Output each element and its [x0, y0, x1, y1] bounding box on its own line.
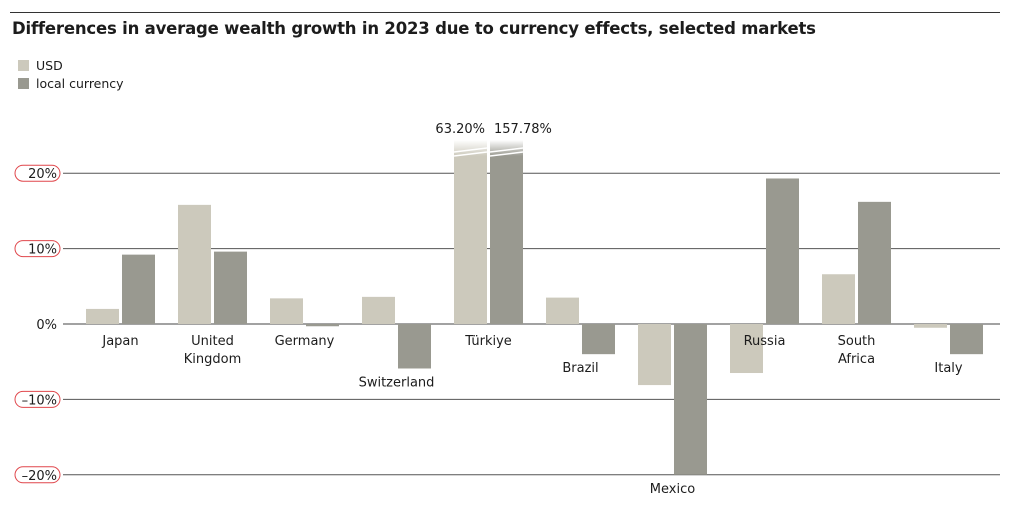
- y-tick-label: –10%: [22, 393, 57, 408]
- bar-value-label: 157.78%: [494, 122, 552, 137]
- bar-break-line: [453, 147, 488, 153]
- bar-usd: [362, 296, 395, 324]
- category-label: Russia: [744, 334, 786, 349]
- bar-break-line: [489, 151, 524, 157]
- bar-local-currency: [674, 324, 707, 475]
- category-label: South: [838, 334, 876, 349]
- category-label: Japan: [101, 334, 138, 349]
- category-label: Africa: [838, 352, 875, 367]
- legend-swatch-local-currency: [18, 78, 29, 89]
- bar-usd: [178, 204, 211, 324]
- tick-label-pill: [14, 240, 61, 258]
- bar-local-currency: [766, 178, 799, 324]
- tick-label-pill: [14, 390, 61, 408]
- legend-swatch-usd: [18, 60, 29, 71]
- y-tick-label: 10%: [28, 243, 57, 258]
- legend-item-usd: USD: [18, 58, 63, 73]
- bar-local-currency: [306, 324, 339, 327]
- y-tick-label: 20%: [28, 167, 57, 182]
- bar-usd: [546, 297, 579, 324]
- bar-break-fade: [454, 140, 487, 156]
- bar-value-label: 63.20%: [435, 122, 485, 137]
- bar-usd: [86, 308, 119, 324]
- chart-title: Differences in average wealth growth in …: [12, 19, 816, 38]
- tick-label-pill: [14, 164, 61, 182]
- bar-local-currency: [398, 324, 431, 369]
- category-label: Türkiye: [464, 334, 512, 349]
- bar-local-currency: [858, 201, 891, 324]
- legend-label-usd: USD: [36, 58, 63, 73]
- bar-local-currency: [950, 324, 983, 355]
- bar-break-fade: [490, 140, 523, 156]
- bar-usd: [822, 274, 855, 324]
- y-tick-label: 0%: [36, 318, 57, 333]
- y-tick-label: –20%: [22, 469, 57, 484]
- bar-local-currency: [214, 251, 247, 324]
- bar-usd: [454, 156, 487, 324]
- legend-label-local-currency: local currency: [36, 76, 124, 91]
- bar-break-line: [489, 147, 524, 153]
- bar-local-currency: [582, 324, 615, 355]
- bar-usd: [730, 324, 763, 374]
- category-label: Italy: [934, 361, 963, 376]
- category-label: United: [191, 334, 234, 349]
- bar-break-line: [453, 151, 488, 157]
- category-label: Kingdom: [184, 352, 242, 367]
- bar-usd: [914, 324, 947, 328]
- legend-item-local-currency: local currency: [18, 76, 124, 91]
- title-rule: [10, 12, 1000, 13]
- bar-usd: [638, 324, 671, 386]
- bar-local-currency: [122, 254, 155, 324]
- category-label: Brazil: [562, 361, 598, 376]
- bar-usd: [270, 298, 303, 324]
- category-label: Germany: [275, 334, 335, 349]
- category-label: Switzerland: [359, 375, 435, 390]
- bar-local-currency: [490, 156, 523, 324]
- tick-label-pill: [14, 466, 61, 484]
- category-label: Mexico: [650, 482, 695, 497]
